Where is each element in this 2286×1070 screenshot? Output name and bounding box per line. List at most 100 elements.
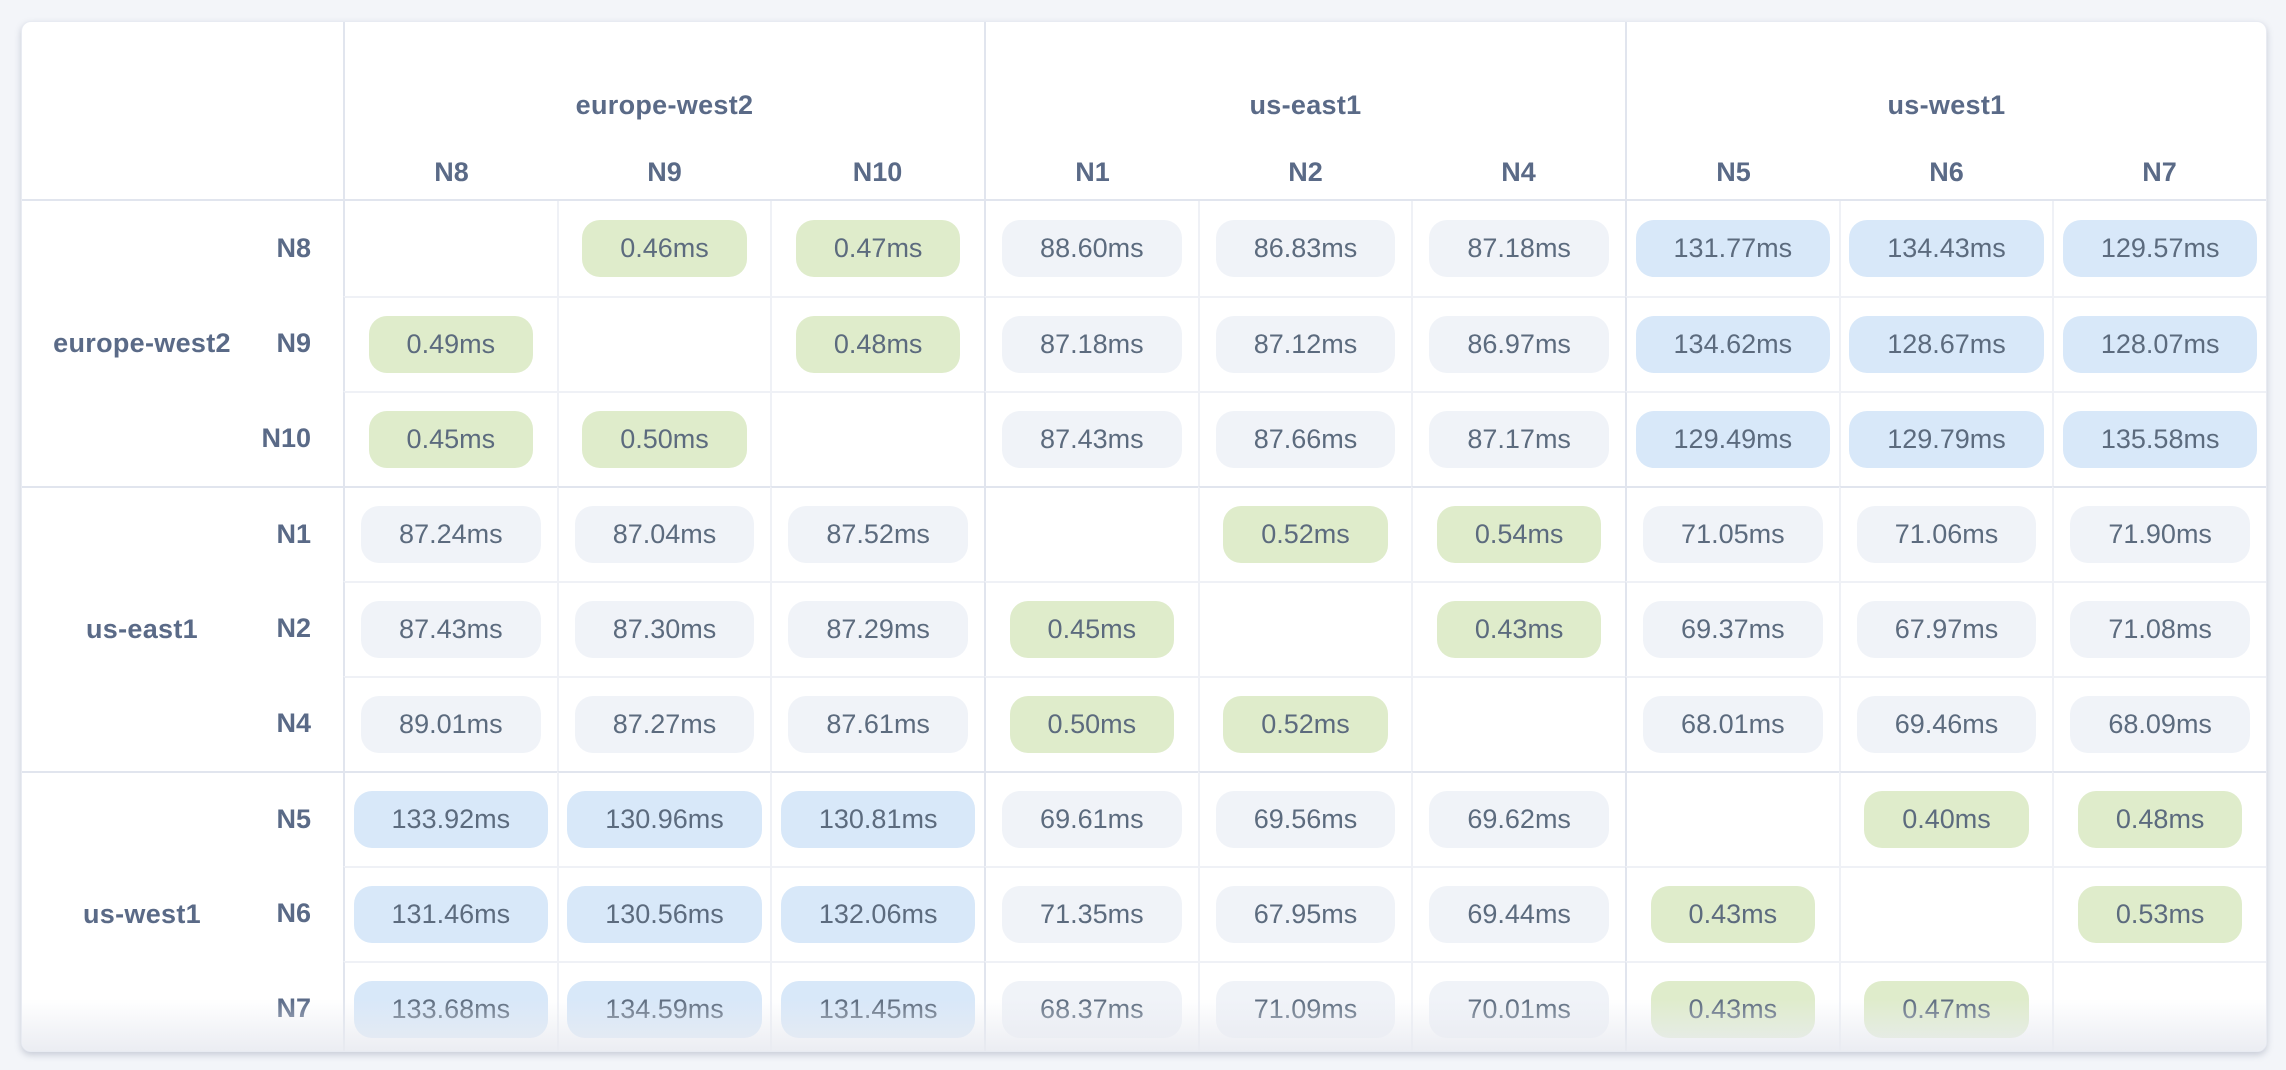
latency-cell[interactable]: 0.47ms [770, 201, 984, 296]
latency-matrix-table: europe-west2 N8 N9 N10 us-east1 N1 N2 N4 us-west… [22, 22, 2266, 1051]
latency-cell[interactable]: 0.45ms [984, 581, 1198, 676]
latency-cell[interactable]: 87.18ms [1411, 201, 1625, 296]
latency-cell[interactable]: 129.57ms [2052, 201, 2266, 296]
latency-cell[interactable]: 0.48ms [2052, 771, 2266, 866]
latency-cell[interactable]: 0.52ms [1197, 676, 1412, 771]
latency-cell[interactable]: 86.83ms [1197, 201, 1412, 296]
latency-cell[interactable]: 128.07ms [2052, 296, 2266, 391]
column-region-label: europe-west2 [575, 90, 754, 120]
latency-cell[interactable]: 135.58ms [2052, 391, 2266, 486]
row-header-node: N2 [262, 581, 343, 676]
latency-cell[interactable]: 67.95ms [1197, 866, 1412, 961]
latency-cell[interactable]: 69.61ms [984, 771, 1198, 866]
latency-cell[interactable]: 129.79ms [1838, 391, 2053, 486]
row-node-label: N1 [276, 519, 311, 549]
latency-cell[interactable]: 88.60ms [984, 201, 1198, 296]
latency-cell[interactable]: 131.77ms [1625, 201, 1839, 296]
latency-cell[interactable]: 87.27ms [556, 676, 771, 771]
latency-cell[interactable]: 0.50ms [556, 391, 771, 486]
latency-cell[interactable]: 70.01ms [1411, 961, 1625, 1051]
latency-cell[interactable]: 131.45ms [770, 961, 984, 1051]
latency-cell[interactable]: 134.59ms [556, 961, 771, 1051]
latency-cell[interactable]: 89.01ms [343, 676, 557, 771]
latency-cell[interactable]: 87.66ms [1197, 391, 1412, 486]
latency-cell[interactable]: 130.96ms [556, 771, 771, 866]
latency-cell[interactable]: 134.43ms [1838, 201, 2053, 296]
latency-cell[interactable]: 69.56ms [1197, 771, 1412, 866]
latency-cell[interactable]: 133.68ms [343, 961, 557, 1051]
latency-cell[interactable]: 69.62ms [1411, 771, 1625, 866]
latency-cell[interactable]: 71.08ms [2052, 581, 2266, 676]
latency-cell[interactable]: 68.37ms [984, 961, 1198, 1051]
latency-cell[interactable]: 0.43ms [1625, 961, 1839, 1051]
latency-pill: 87.18ms [1002, 316, 1182, 373]
column-header-node: N1 [1075, 157, 1110, 187]
latency-cell [2052, 961, 2266, 1051]
latency-cell[interactable]: 87.24ms [343, 486, 557, 581]
latency-pill: 71.09ms [1215, 981, 1396, 1038]
latency-cell[interactable]: 0.48ms [770, 296, 984, 391]
latency-cell[interactable]: 0.47ms [1838, 961, 2053, 1051]
latency-pill: 134.43ms [1849, 220, 2044, 277]
latency-cell[interactable]: 71.06ms [1838, 486, 2053, 581]
latency-pill: 87.43ms [1002, 411, 1182, 468]
latency-cell[interactable]: 0.52ms [1197, 486, 1412, 581]
latency-pill: 87.66ms [1215, 411, 1396, 468]
latency-cell[interactable]: 0.50ms [984, 676, 1198, 771]
latency-cell[interactable]: 132.06ms [770, 866, 984, 961]
latency-cell[interactable]: 69.46ms [1838, 676, 2053, 771]
latency-cell[interactable]: 87.61ms [770, 676, 984, 771]
latency-cell[interactable]: 129.49ms [1625, 391, 1839, 486]
latency-cell[interactable]: 128.67ms [1838, 296, 2053, 391]
column-region-label: us-east1 [1249, 90, 1362, 120]
latency-cell[interactable]: 0.43ms [1625, 866, 1839, 961]
latency-cell[interactable]: 71.35ms [984, 866, 1198, 961]
latency-cell[interactable]: 87.29ms [770, 581, 984, 676]
latency-cell[interactable]: 69.37ms [1625, 581, 1839, 676]
latency-cell[interactable]: 87.43ms [343, 581, 557, 676]
latency-cell [770, 391, 984, 486]
latency-cell[interactable]: 87.17ms [1411, 391, 1625, 486]
latency-pill: 0.52ms [1223, 696, 1388, 753]
latency-cell[interactable]: 0.49ms [343, 296, 557, 391]
latency-cell[interactable]: 87.43ms [984, 391, 1198, 486]
latency-cell[interactable]: 69.44ms [1411, 866, 1625, 961]
latency-cell[interactable]: 68.09ms [2052, 676, 2266, 771]
latency-pill: 87.17ms [1429, 411, 1609, 468]
latency-cell [1411, 676, 1625, 771]
latency-cell[interactable]: 131.46ms [343, 866, 557, 961]
latency-cell[interactable]: 71.05ms [1625, 486, 1839, 581]
latency-pill: 131.77ms [1635, 220, 1831, 277]
latency-cell [1625, 771, 1839, 866]
latency-cell[interactable]: 0.46ms [556, 201, 771, 296]
latency-cell[interactable]: 71.90ms [2052, 486, 2266, 581]
latency-pill: 68.09ms [2070, 696, 2250, 753]
latency-cell[interactable]: 87.30ms [556, 581, 771, 676]
column-node-labels: N5 N6 N7 [1627, 157, 2266, 188]
latency-cell[interactable]: 0.53ms [2052, 866, 2266, 961]
latency-pill: 0.52ms [1223, 506, 1388, 563]
latency-cell[interactable]: 130.81ms [770, 771, 984, 866]
latency-cell[interactable]: 68.01ms [1625, 676, 1839, 771]
latency-cell[interactable]: 133.92ms [343, 771, 557, 866]
latency-cell[interactable]: 87.52ms [770, 486, 984, 581]
latency-cell[interactable]: 87.18ms [984, 296, 1198, 391]
latency-cell[interactable]: 71.09ms [1197, 961, 1412, 1051]
column-header-node: N7 [2142, 157, 2177, 187]
latency-pill: 71.35ms [1002, 886, 1182, 943]
latency-pill: 0.47ms [795, 220, 961, 277]
latency-cell[interactable]: 130.56ms [556, 866, 771, 961]
latency-cell[interactable]: 87.04ms [556, 486, 771, 581]
latency-cell[interactable]: 134.62ms [1625, 296, 1839, 391]
column-header-node: N8 [434, 157, 469, 187]
latency-pill: 69.37ms [1643, 601, 1823, 658]
latency-cell[interactable]: 86.97ms [1411, 296, 1625, 391]
latency-pill: 130.96ms [567, 791, 762, 848]
latency-cell[interactable]: 87.12ms [1197, 296, 1412, 391]
latency-cell[interactable]: 0.45ms [343, 391, 557, 486]
latency-cell[interactable]: 0.40ms [1838, 771, 2053, 866]
latency-cell[interactable]: 0.54ms [1411, 486, 1625, 581]
column-header-node: N10 [852, 157, 903, 187]
latency-cell[interactable]: 67.97ms [1838, 581, 2053, 676]
latency-cell[interactable]: 0.43ms [1411, 581, 1625, 676]
